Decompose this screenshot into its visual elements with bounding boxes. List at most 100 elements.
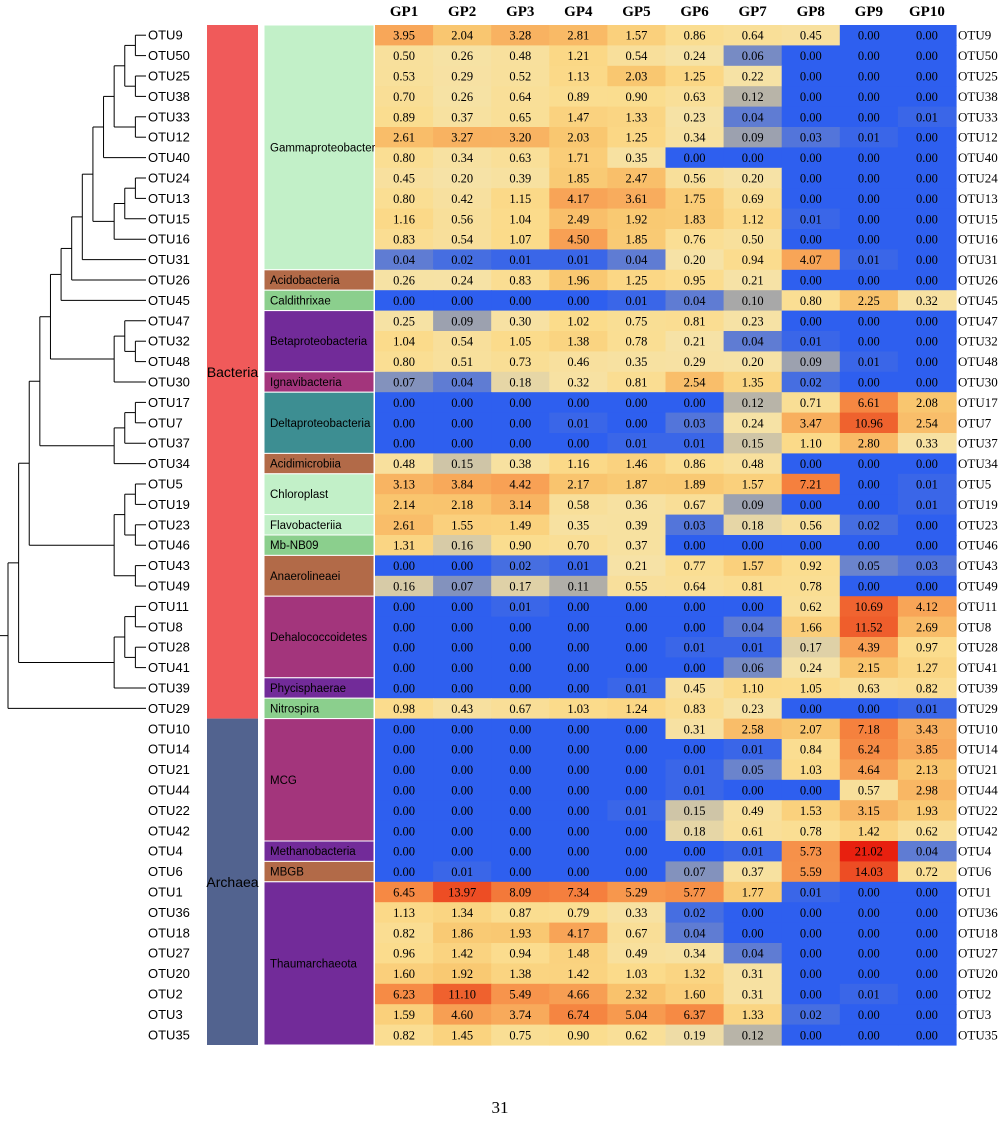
row-label-right-otu17: OTU17 (958, 395, 998, 410)
cell-otu7-gp4 (549, 412, 608, 434)
cell-value: 3.95 (393, 29, 415, 43)
cell-value: 11.10 (448, 988, 476, 1002)
cell-value: 1.87 (626, 478, 648, 492)
cell-value: 1.05 (509, 335, 531, 349)
row-label-left-otu10: OTU10 (148, 721, 190, 736)
cell-otu10-gp2 (433, 718, 492, 740)
cell-value: 0.24 (800, 661, 823, 675)
cell-otu43-gp2 (433, 555, 492, 577)
cell-otu7-gp8 (781, 412, 841, 434)
cell-otu12-gp1 (375, 127, 434, 148)
cell-otu29-gp9 (839, 698, 899, 720)
cell-value: 0.39 (509, 172, 531, 186)
cell-value: 0.26 (451, 49, 473, 63)
cell-value: 1.93 (509, 926, 531, 940)
cell-otu3-gp4 (549, 1004, 608, 1026)
cell-value: 1.25 (626, 274, 648, 288)
row-label-right-otu36: OTU36 (958, 905, 998, 920)
cell-value: 0.11 (568, 580, 589, 594)
cell-otu28-gp7 (723, 637, 783, 658)
cell-otu45-gp2 (433, 290, 492, 312)
cell-otu40-gp7 (723, 147, 783, 169)
cell-value: 0.00 (858, 1028, 880, 1042)
cell-otu31-gp9 (839, 249, 899, 271)
cell-value: 0.19 (684, 1028, 706, 1042)
cell-otu1-gp8 (781, 881, 841, 903)
cell-otu29-gp10 (897, 698, 957, 720)
cell-value: 0.00 (800, 233, 822, 247)
cell-otu9-gp8 (781, 25, 841, 46)
cell-otu48-gp10 (897, 351, 957, 373)
column-header-gp10: GP10 (909, 4, 945, 20)
column-headers: GP1 GP2 GP3 GP4 GP5 GP6 GP7 GP8 GP9 GP10 (390, 4, 945, 20)
cell-value: 0.00 (509, 641, 531, 655)
cell-value: 0.00 (858, 212, 880, 226)
row-label-left-otu15: OTU15 (148, 211, 190, 226)
cell-otu23-gp1 (375, 514, 434, 536)
cell-otu8-gp6 (665, 616, 725, 638)
cell-otu29-gp1 (375, 698, 434, 720)
cell-otu8-gp4 (549, 616, 608, 638)
cell-value: 1.71 (567, 151, 589, 165)
taxon-label-caldithrixae: Caldithrixae (270, 295, 331, 307)
cell-otu17-gp10 (897, 392, 957, 414)
cell-otu45-gp1 (375, 290, 434, 312)
row-label-left-otu50: OTU50 (148, 48, 190, 63)
cell-value: 0.33 (626, 906, 648, 920)
cell-otu6-gp7 (723, 861, 783, 883)
cell-otu11-gp1 (375, 596, 434, 618)
cell-value: 0.58 (567, 498, 589, 512)
cell-value: 0.00 (858, 192, 880, 206)
row-label-left-otu4: OTU4 (148, 844, 183, 859)
cell-otu5-gp8 (781, 473, 841, 495)
cell-value: 0.00 (684, 661, 706, 675)
cell-value: 0.00 (858, 90, 880, 104)
cell-value: 0.04 (742, 947, 765, 961)
cell-otu3-gp8 (781, 1004, 841, 1026)
cell-otu33-gp5 (607, 106, 667, 128)
cell-value: 0.53 (393, 70, 415, 84)
cell-otu8-gp7 (723, 616, 783, 638)
taxon-label-mbgb: MBGB (270, 867, 304, 879)
taxon-bar-thaumarchaeota (263, 881, 375, 1046)
cell-otu23-gp2 (433, 514, 492, 536)
cell-value: 0.78 (800, 824, 822, 838)
cell-value: 0.00 (858, 376, 880, 390)
cell-otu20-gp5 (607, 963, 667, 985)
cell-value: 0.04 (742, 335, 765, 349)
cell-value: 0.00 (567, 661, 589, 675)
cell-otu6-gp8 (781, 861, 841, 883)
cell-value: 6.74 (567, 1008, 590, 1022)
cell-otu28-gp9 (839, 637, 899, 658)
cell-otu46-gp4 (549, 535, 608, 556)
cell-otu27-gp5 (607, 943, 667, 964)
cell-otu12-gp9 (839, 127, 899, 148)
domain-bars: Bacteria Archaea (206, 25, 259, 1045)
cell-value: 0.78 (800, 580, 822, 594)
row-label-right-otu22: OTU22 (958, 803, 998, 818)
cell-otu13-gp5 (607, 188, 667, 210)
cell-value: 0.01 (684, 763, 706, 777)
cell-otu10-gp5 (607, 718, 667, 740)
cell-value: 1.10 (742, 682, 764, 696)
cell-otu22-gp5 (607, 800, 667, 822)
cell-value: 0.06 (742, 49, 764, 63)
cell-value: 0.00 (858, 70, 880, 84)
cell-value: 3.27 (451, 131, 473, 145)
cell-otu40-gp5 (607, 147, 667, 169)
cell-value: 0.07 (451, 580, 473, 594)
cell-value: 0.00 (858, 172, 880, 186)
cell-otu26-gp1 (375, 269, 434, 291)
cell-value: 0.00 (800, 457, 822, 471)
cell-value: 0.00 (626, 865, 648, 879)
cell-value: 0.00 (509, 437, 531, 451)
cell-otu45-gp4 (549, 290, 608, 312)
cell-otu29-gp4 (549, 698, 608, 720)
cell-otu19-gp3 (491, 494, 550, 516)
cell-value: 0.00 (451, 682, 473, 696)
cell-value: 1.27 (916, 661, 938, 675)
cell-otu9-gp7 (723, 25, 783, 46)
cell-value: 5.29 (626, 886, 648, 900)
cell-otu3-gp9 (839, 1004, 899, 1026)
cell-value: 0.00 (393, 824, 415, 838)
